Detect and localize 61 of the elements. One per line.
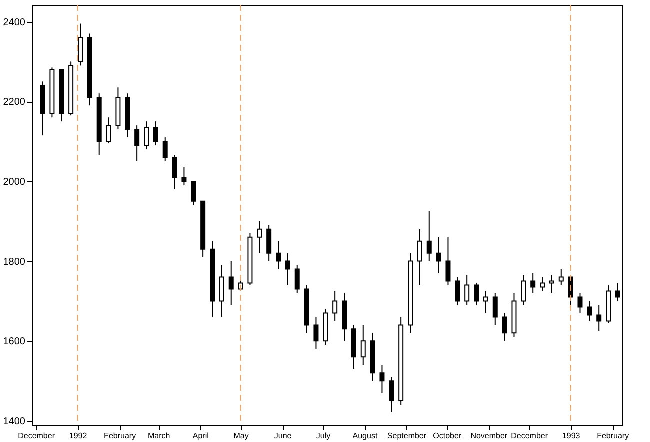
x-tick-label: June [274,432,292,440]
candlestick [228,260,234,306]
candlestick [257,220,262,254]
candlestick [266,224,272,262]
candlestick [615,282,620,302]
candlestick [521,274,526,306]
candlestick [182,166,187,186]
y-tick-label: 2200 [3,97,26,108]
candlestick [483,290,488,314]
candlestick [446,236,451,286]
candlestick [153,121,158,146]
candlestick [294,264,300,294]
y-tick-label: 2400 [3,17,26,28]
candlestick [106,117,112,144]
x-tick-label: August [352,432,378,440]
candlestick [332,290,338,322]
candlestick [502,312,508,342]
candlestick [492,292,498,326]
candlestick [144,121,149,150]
candlestick [587,300,592,322]
y-tick-label: 1800 [3,256,26,268]
candlestick [474,282,480,306]
x-tick-label: December [18,432,56,440]
candlestick [162,137,168,162]
x-tick-label: April [192,432,210,440]
candlestick [219,264,224,318]
candlestick [578,292,583,314]
x-tick-label: July [316,432,331,440]
candlestick [172,155,178,190]
candlestick [426,210,432,262]
x-tick-label: May [234,432,249,440]
x-tick-label: December [511,432,548,440]
x-tick-label: November [470,432,508,440]
candlestick [78,23,83,66]
candlestick [558,268,564,286]
candlestick [389,376,394,413]
y-tick-label: 1400 [3,416,26,428]
candlestick [380,364,385,394]
x-tick-label: February [104,432,136,440]
candlestick [191,180,196,206]
candlestick [314,316,319,350]
x-tick-label: October [433,432,462,440]
candlestick [455,276,460,306]
candlestick [417,228,422,286]
candlestick [360,324,366,366]
y-tick-label: 1600 [3,336,26,348]
x-tick-label: March [148,432,170,440]
x-tick-label: 1992 [69,432,88,440]
candlestick [596,304,602,332]
x-tick-label: September [387,432,427,440]
candlestick [464,274,470,306]
candlestick [530,272,536,294]
x-tick-label: 1993 [562,432,581,440]
y-tick-label: 2000 [3,176,26,188]
candlestick [540,276,546,292]
candlestick [276,240,282,270]
candlestick [285,252,290,286]
candlestick [436,236,442,274]
candlestick [549,274,554,294]
candlestick [134,125,140,162]
x-tick-label: February [597,432,630,440]
